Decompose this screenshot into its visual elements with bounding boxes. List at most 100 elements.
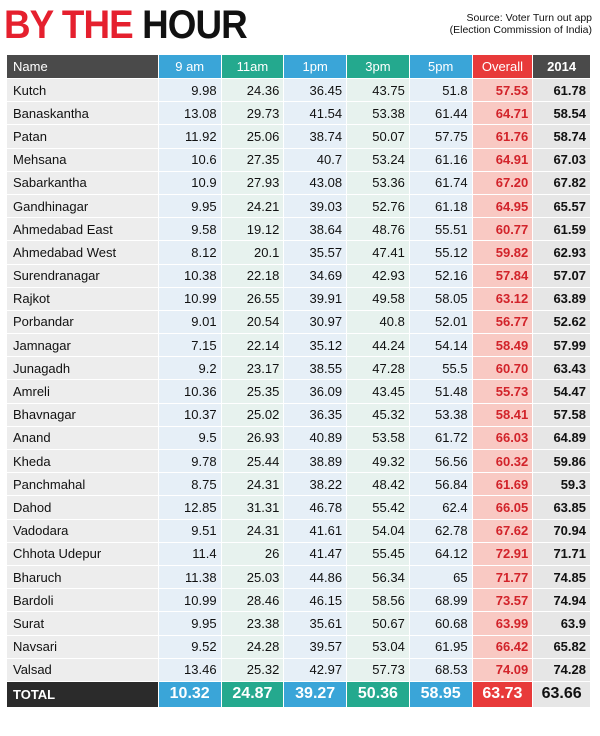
row-name: Porbandar xyxy=(6,309,159,335)
table-row: Bharuch 11.38 25.03 44.86 56.34 65 71.77 74.85 xyxy=(6,564,591,590)
cell-11am: 20.54 xyxy=(220,309,285,335)
cell-1pm: 40.7 xyxy=(283,147,348,172)
row-name: Bhavnagar xyxy=(6,402,159,427)
source-note: Source: Voter Turn out app (Election Com… xyxy=(450,12,592,36)
cell-3pm: 53.58 xyxy=(346,425,410,451)
cell-5pm: 61.18 xyxy=(408,193,473,219)
table-row: Dahod 12.85 31.31 46.78 55.42 62.4 66.05 63.85 xyxy=(6,495,591,520)
cell-9am: 11.38 xyxy=(157,564,222,590)
table-row: Navsari 9.52 24.28 39.57 53.04 61.95 66.42 65.8… xyxy=(6,634,591,659)
cell-5pm: 56.56 xyxy=(408,448,473,474)
title-bar: BY THE HOUR Source: Voter Turn out app (… xyxy=(0,0,600,50)
cell-11am: 28.46 xyxy=(220,588,285,613)
cell-2014: 67.82 xyxy=(532,170,591,195)
cell-overall: 61.69 xyxy=(471,472,534,497)
cell-1pm: 30.97 xyxy=(283,309,348,335)
cell-9am: 9.95 xyxy=(157,193,222,219)
column-header-2014: 2014 xyxy=(532,54,591,79)
table-row: Bardoli 10.99 28.46 46.15 58.56 68.99 73.57 74.… xyxy=(6,588,591,613)
cell-1pm: 42.97 xyxy=(283,657,348,682)
cell-overall: 66.03 xyxy=(471,425,534,451)
cell-5pm: 68.53 xyxy=(408,657,473,682)
row-name: Kheda xyxy=(6,448,159,474)
cell-overall: 58.41 xyxy=(471,402,534,427)
cell-9am: 13.08 xyxy=(157,101,222,126)
table-row: Kutch 9.98 24.36 36.45 43.75 51.8 57.53 61.78 xyxy=(6,77,591,103)
cell-overall: 71.77 xyxy=(471,564,534,590)
total-2014: 63.66 xyxy=(532,680,591,708)
cell-1pm: 35.12 xyxy=(283,333,348,358)
cell-3pm: 56.34 xyxy=(346,564,410,590)
cell-overall: 64.95 xyxy=(471,193,534,219)
cell-5pm: 61.44 xyxy=(408,101,473,126)
cell-9am: 9.78 xyxy=(157,448,222,474)
table-row: Sabarkantha 10.9 27.93 43.08 53.36 61.74 67.20… xyxy=(6,170,591,195)
row-name: Ahmedabad East xyxy=(6,217,159,242)
cell-1pm: 41.61 xyxy=(283,518,348,543)
cell-9am: 9.5 xyxy=(157,425,222,451)
column-header-9am: 9 am xyxy=(157,54,222,79)
cell-5pm: 64.12 xyxy=(408,541,473,566)
cell-11am: 27.93 xyxy=(220,170,285,195)
cell-1pm: 44.86 xyxy=(283,564,348,590)
cell-3pm: 47.41 xyxy=(346,240,410,265)
cell-2014: 74.28 xyxy=(532,657,591,682)
cell-1pm: 36.09 xyxy=(283,379,348,404)
cell-9am: 9.2 xyxy=(157,356,222,381)
cell-2014: 63.43 xyxy=(532,356,591,381)
cell-11am: 20.1 xyxy=(220,240,285,265)
column-header-overall: Overall xyxy=(471,54,534,79)
total-label: TOTAL xyxy=(6,680,159,708)
cell-5pm: 56.84 xyxy=(408,472,473,497)
cell-5pm: 58.05 xyxy=(408,286,473,311)
cell-5pm: 61.95 xyxy=(408,634,473,659)
cell-3pm: 48.76 xyxy=(346,217,410,242)
cell-9am: 9.58 xyxy=(157,217,222,242)
cell-3pm: 55.45 xyxy=(346,541,410,566)
cell-1pm: 36.35 xyxy=(283,402,348,427)
cell-3pm: 55.42 xyxy=(346,495,410,520)
cell-1pm: 40.89 xyxy=(283,425,348,451)
cell-9am: 8.75 xyxy=(157,472,222,497)
cell-11am: 25.02 xyxy=(220,402,285,427)
cell-5pm: 51.48 xyxy=(408,379,473,404)
cell-1pm: 35.61 xyxy=(283,611,348,636)
cell-9am: 8.12 xyxy=(157,240,222,265)
table-row: Rajkot 10.99 26.55 39.91 49.58 58.05 63.12 63.8… xyxy=(6,286,591,311)
cell-5pm: 55.51 xyxy=(408,217,473,242)
cell-9am: 9.51 xyxy=(157,518,222,543)
cell-2014: 57.07 xyxy=(532,263,591,288)
cell-1pm: 38.89 xyxy=(283,448,348,474)
cell-11am: 24.28 xyxy=(220,634,285,659)
cell-11am: 27.35 xyxy=(220,147,285,172)
cell-11am: 29.73 xyxy=(220,101,285,126)
cell-1pm: 46.15 xyxy=(283,588,348,613)
cell-overall: 58.49 xyxy=(471,333,534,358)
cell-9am: 10.99 xyxy=(157,286,222,311)
table-row: Surat 9.95 23.38 35.61 50.67 60.68 63.99 63.9 xyxy=(6,611,591,636)
row-name: Mehsana xyxy=(6,147,159,172)
cell-overall: 57.53 xyxy=(471,77,534,103)
cell-2014: 58.74 xyxy=(532,124,591,149)
cell-3pm: 40.8 xyxy=(346,309,410,335)
cell-overall: 55.73 xyxy=(471,379,534,404)
cell-2014: 70.94 xyxy=(532,518,591,543)
cell-2014: 64.89 xyxy=(532,425,591,451)
cell-9am: 12.85 xyxy=(157,495,222,520)
table-row: Junagadh 9.2 23.17 38.55 47.28 55.5 60.70 63.43 xyxy=(6,356,591,381)
cell-2014: 63.85 xyxy=(532,495,591,520)
table-row: Porbandar 9.01 20.54 30.97 40.8 52.01 56.77 52.… xyxy=(6,309,591,335)
total-overall: 63.73 xyxy=(471,680,534,708)
cell-2014: 61.78 xyxy=(532,77,591,103)
cell-11am: 26 xyxy=(220,541,285,566)
cell-1pm: 43.08 xyxy=(283,170,348,195)
row-name: Sabarkantha xyxy=(6,170,159,195)
source-line-1: Source: Voter Turn out app xyxy=(466,12,593,24)
cell-11am: 26.55 xyxy=(220,286,285,311)
cell-2014: 62.93 xyxy=(532,240,591,265)
cell-11am: 24.31 xyxy=(220,472,285,497)
cell-9am: 11.4 xyxy=(157,541,222,566)
cell-overall: 66.42 xyxy=(471,634,534,659)
cell-11am: 24.36 xyxy=(220,77,285,103)
row-name: Surendranagar xyxy=(6,263,159,288)
